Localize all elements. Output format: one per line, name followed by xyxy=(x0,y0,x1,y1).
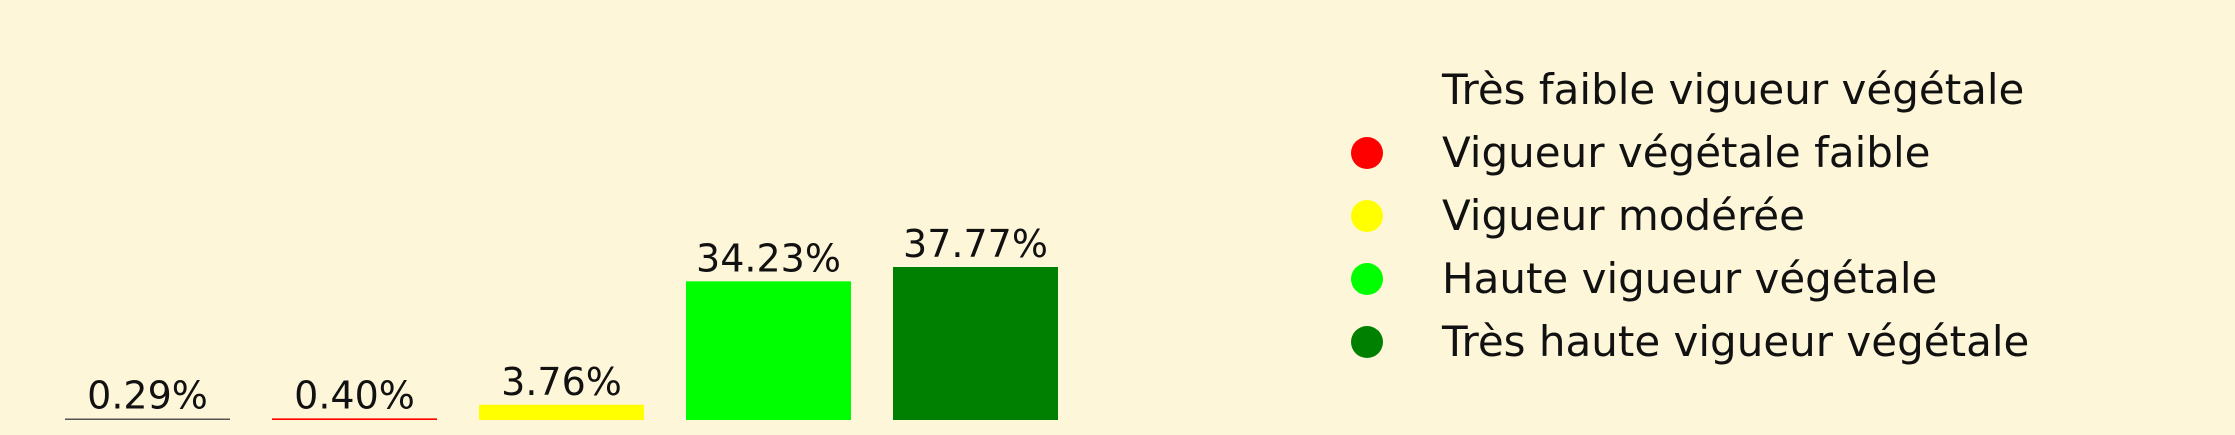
bar-3 xyxy=(479,404,644,420)
legend-marker-3 xyxy=(1351,200,1383,232)
legend-label-3: Vigueur modérée xyxy=(1442,191,1805,240)
bar-1 xyxy=(65,418,230,420)
bar-value-label-3: 3.76% xyxy=(501,360,622,404)
bar-5 xyxy=(893,267,1058,420)
bar-value-label-4: 34.23% xyxy=(696,236,841,280)
bars-group xyxy=(65,267,1058,420)
legend: Très faible vigueur végétale Vigueur végé… xyxy=(1351,65,2029,366)
bar-value-label-2: 0.40% xyxy=(294,373,415,417)
legend-marker-5 xyxy=(1351,326,1383,358)
bar-value-label-1: 0.29% xyxy=(87,374,208,418)
value-labels-group: 0.29% 0.40% 3.76% 34.23% 37.77% xyxy=(87,222,1048,418)
legend-label-5: Très haute vigueur végétale xyxy=(1441,317,2029,366)
legend-marker-2 xyxy=(1351,137,1383,169)
legend-marker-1 xyxy=(1351,74,1383,106)
legend-marker-4 xyxy=(1351,263,1383,295)
bar-4 xyxy=(686,281,851,420)
bar-2 xyxy=(272,418,437,420)
legend-label-2: Vigueur végétale faible xyxy=(1442,128,1930,177)
bar-value-label-5: 37.77% xyxy=(903,222,1048,266)
legend-label-1: Très faible vigueur végétale xyxy=(1441,65,2024,114)
legend-label-4: Haute vigueur végétale xyxy=(1442,254,1937,303)
